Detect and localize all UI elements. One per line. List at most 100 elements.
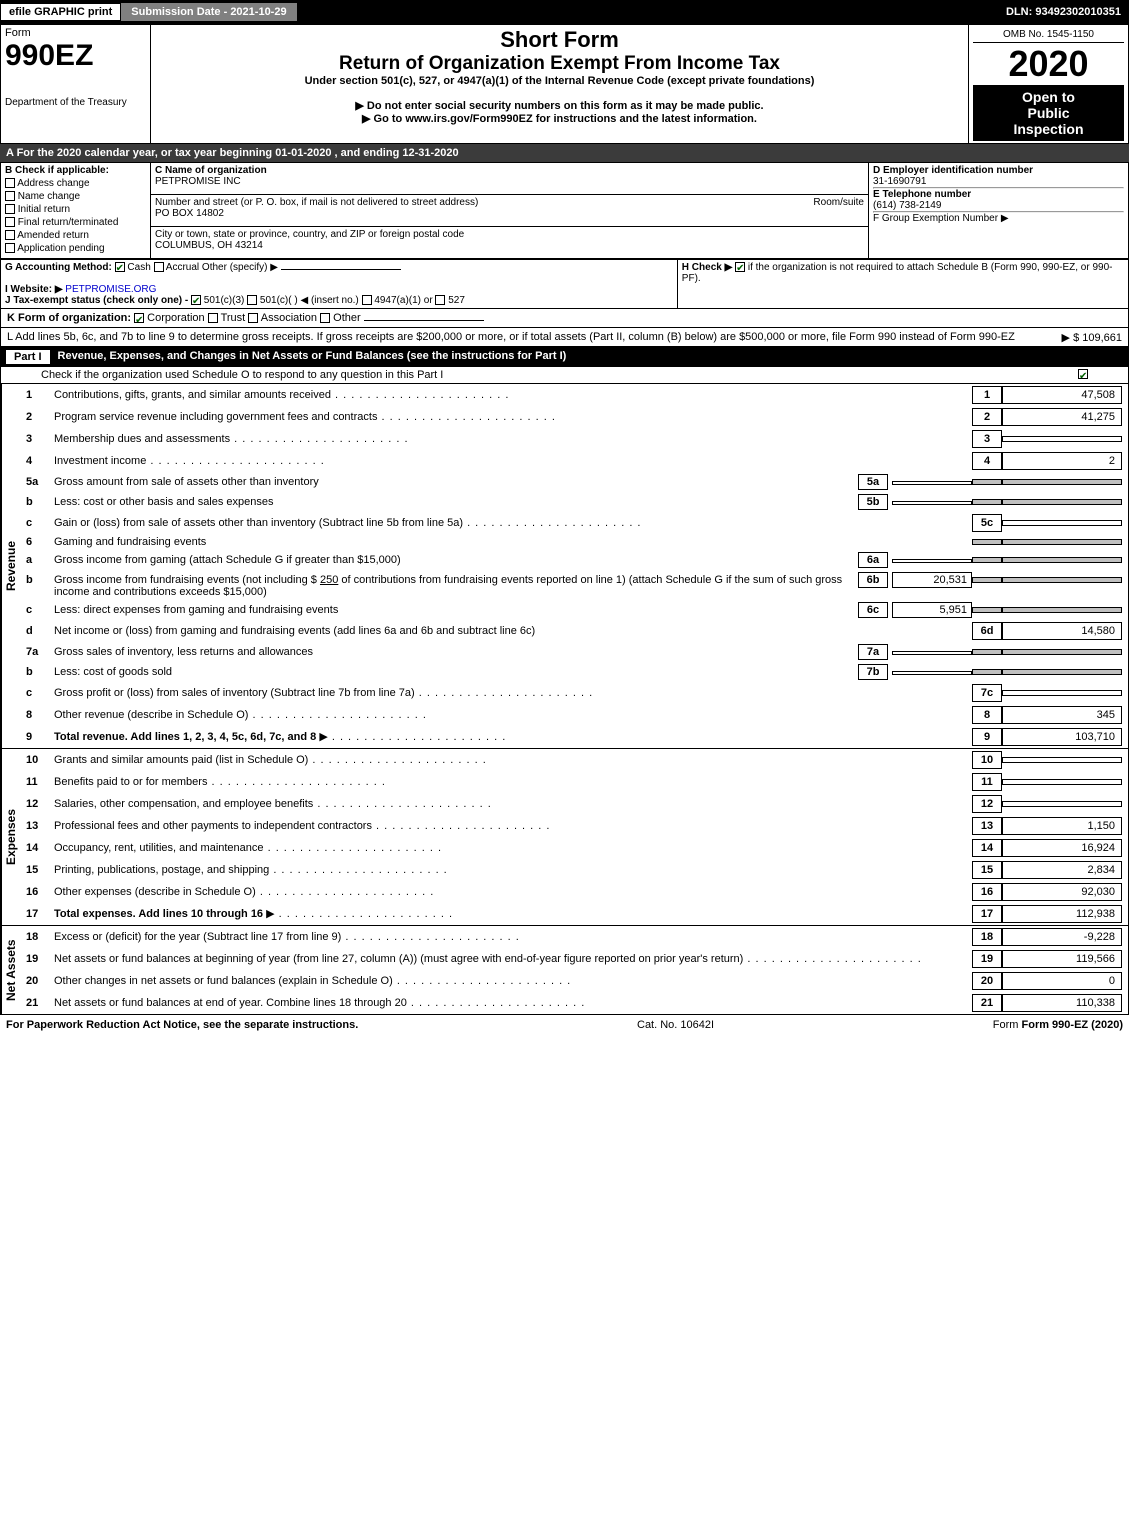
cb-527[interactable] (435, 295, 445, 305)
box-l: L Add lines 5b, 6c, and 7b to line 9 to … (0, 328, 1129, 347)
i-label: I Website: ▶ (5, 284, 63, 295)
line19-desc: Net assets or fund balances at beginning… (54, 953, 972, 965)
box-c-city: City or town, state or province, country… (151, 227, 869, 259)
line9-desc: Total revenue. Add lines 1, 2, 3, 4, 5c,… (54, 731, 316, 743)
cb-no-schedule-b[interactable] (735, 262, 745, 272)
c-name-label: C Name of organization (155, 165, 267, 176)
cb-address-change[interactable]: Address change (5, 178, 146, 189)
open-line2: Public (1027, 105, 1069, 121)
cb-amended[interactable]: Amended return (5, 230, 146, 241)
line6b-box: 6b (858, 572, 888, 588)
line6c-box: 6c (858, 602, 888, 618)
part1-header: Part I Revenue, Expenses, and Changes in… (0, 347, 1129, 367)
city-label: City or town, state or province, country… (155, 229, 464, 240)
line21-val: 110,338 (1002, 994, 1122, 1012)
line21-desc: Net assets or fund balances at end of ye… (54, 997, 972, 1009)
cb-corp[interactable] (134, 313, 144, 323)
expenses-side-label: Expenses (1, 749, 20, 925)
cb-cash[interactable] (115, 262, 125, 272)
h-text: if the organization is not required to a… (682, 262, 1113, 284)
cb-initial-return[interactable]: Initial return (5, 204, 146, 215)
line12-desc: Salaries, other compensation, and employ… (54, 798, 972, 810)
goto-link[interactable]: Go to www.irs.gov/Form990EZ for instruct… (155, 112, 964, 125)
k-label: K Form of organization: (7, 312, 131, 324)
footer-right: Form Form 990-EZ (2020) (993, 1019, 1123, 1031)
website-link[interactable]: PETPROMISE.ORG (65, 284, 156, 295)
form-word: Form (5, 27, 146, 39)
line3-val (1002, 436, 1122, 442)
cb-trust[interactable] (208, 313, 218, 323)
gh-row: G Accounting Method: Cash Accrual Other … (0, 259, 1129, 309)
box-c-addr: Number and street (or P. O. box, if mail… (151, 195, 869, 227)
cb-schedule-o[interactable] (1078, 369, 1088, 379)
line7b-desc: Less: cost of goods sold (54, 666, 854, 678)
short-form-title: Short Form (155, 27, 964, 53)
box-h: H Check ▶ if the organization is not req… (677, 260, 1128, 309)
group-exemption-label: F Group Exemption Number (873, 213, 998, 224)
cash-label: Cash (127, 262, 150, 273)
line17-val: 112,938 (1002, 905, 1122, 923)
part1-label: Part I (6, 350, 50, 364)
line10-desc: Grants and similar amounts paid (list in… (54, 754, 972, 766)
line20-val: 0 (1002, 972, 1122, 990)
cb-501c[interactable] (247, 295, 257, 305)
accrual-label: Accrual (166, 262, 199, 273)
room-label: Room/suite (813, 197, 864, 208)
line2-val: 41,275 (1002, 408, 1122, 426)
line6b-val: 20,531 (892, 572, 972, 588)
footer-left: For Paperwork Reduction Act Notice, see … (6, 1019, 358, 1031)
line6-desc: Gaming and fundraising events (54, 536, 972, 548)
line4-val: 2 (1002, 452, 1122, 470)
submission-date: Submission Date - 2021-10-29 (121, 3, 296, 21)
line13-desc: Professional fees and other payments to … (54, 820, 972, 832)
line2-desc: Program service revenue including govern… (54, 411, 972, 423)
ein-value: 31-1690791 (873, 176, 926, 187)
cb-other-org[interactable] (320, 313, 330, 323)
expenses-section: Expenses 10Grants and similar amounts pa… (0, 749, 1129, 926)
h-label: H Check ▶ (682, 262, 732, 273)
line6b-desc: Gross income from fundraising events (no… (54, 574, 854, 598)
l-value: $ 109,661 (1073, 332, 1122, 344)
cb-name-change[interactable]: Name change (5, 191, 146, 202)
line18-val: -9,228 (1002, 928, 1122, 946)
line12-val (1002, 801, 1122, 807)
cb-pending[interactable]: Application pending (5, 243, 146, 254)
period-row: A For the 2020 calendar year, or tax yea… (0, 144, 1129, 162)
line6b-amt: 250 (320, 574, 338, 586)
part1-check-row: Check if the organization used Schedule … (0, 367, 1129, 384)
box-g: G Accounting Method: Cash Accrual Other … (1, 260, 678, 309)
efile-print-button[interactable]: efile GRAPHIC print (0, 3, 121, 21)
part1-check-text: Check if the organization used Schedule … (41, 369, 443, 381)
line16-desc: Other expenses (describe in Schedule O) (54, 886, 972, 898)
return-title: Return of Organization Exempt From Incom… (155, 53, 964, 75)
527-label: 527 (448, 295, 465, 306)
cb-4947[interactable] (362, 295, 372, 305)
line7a-desc: Gross sales of inventory, less returns a… (54, 646, 854, 658)
line14-desc: Occupancy, rent, utilities, and maintena… (54, 842, 972, 854)
box-b: B Check if applicable: Address change Na… (1, 163, 151, 259)
open-to-public: Open to Public Inspection (973, 85, 1124, 141)
cb-final-return[interactable]: Final return/terminated (5, 217, 146, 228)
line16-val: 92,030 (1002, 883, 1122, 901)
g-label: G Accounting Method: (5, 262, 112, 273)
line5c-desc: Gain or (loss) from sale of assets other… (54, 517, 972, 529)
501c-label: 501(c)( ) (260, 295, 298, 306)
501c3-label: 501(c)(3) (204, 295, 245, 306)
arrow-icon: ▶ (1001, 213, 1009, 224)
cb-assoc[interactable] (248, 313, 258, 323)
dept-treasury: Department of the Treasury (5, 97, 146, 108)
revenue-section: Revenue 1Contributions, gifts, grants, a… (0, 384, 1129, 749)
phone-label: E Telephone number (873, 189, 971, 200)
netassets-side-label: Net Assets (1, 926, 20, 1014)
line1-val: 47,508 (1002, 386, 1122, 404)
form-header: Form 990EZ Department of the Treasury Sh… (0, 24, 1129, 144)
ssn-warning: Do not enter social security numbers on … (155, 99, 964, 112)
tax-year: 2020 (973, 43, 1124, 85)
line6c-desc: Less: direct expenses from gaming and fu… (54, 604, 854, 616)
line9-val: 103,710 (1002, 728, 1122, 746)
cb-accrual[interactable] (154, 262, 164, 272)
line7c-val (1002, 690, 1122, 696)
open-line3: Inspection (1013, 121, 1083, 137)
cb-501c3[interactable] (191, 295, 201, 305)
insert-label: ◀ (insert no.) (300, 295, 358, 306)
